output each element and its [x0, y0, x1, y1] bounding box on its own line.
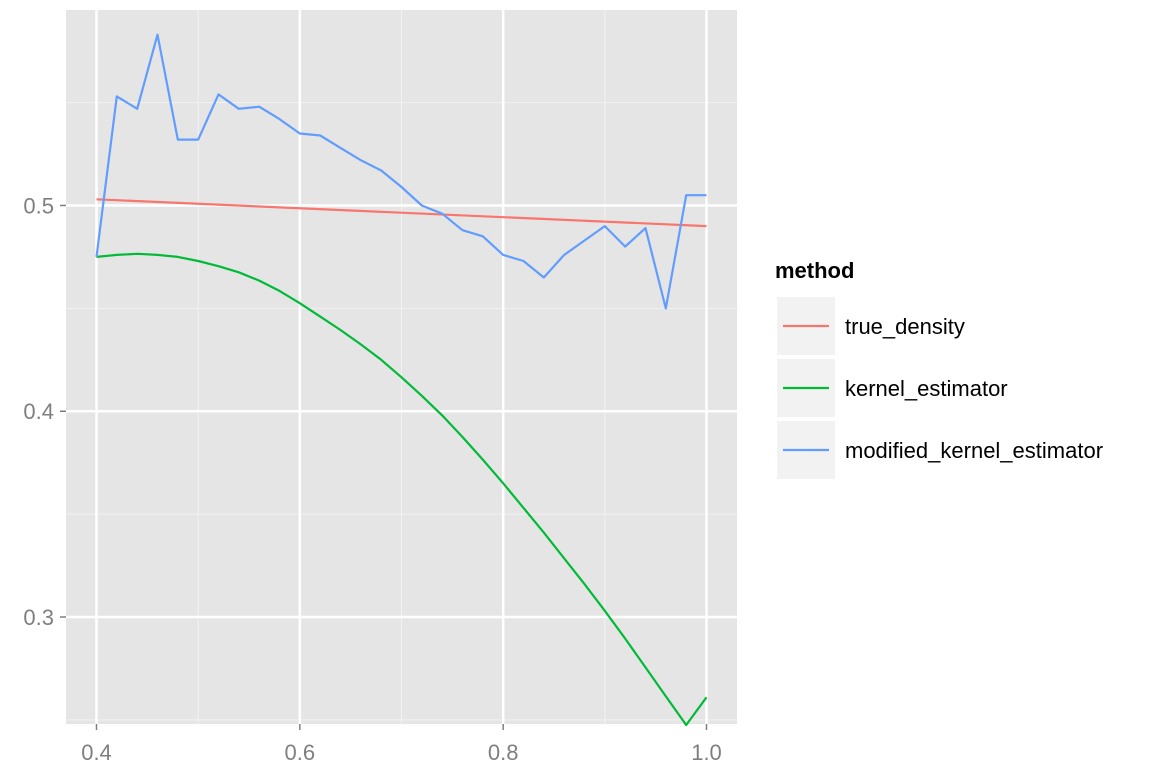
series-layer [95, 33, 708, 727]
legend-label: true_density [845, 314, 965, 339]
series-line-modified-kernel-estimator [95, 33, 707, 310]
y-tick-label: 0.5 [23, 193, 54, 218]
series-line-true-density [96, 198, 707, 228]
legend-title: method [775, 258, 854, 283]
x-tick-label: 0.8 [488, 740, 519, 765]
x-tick-label: 1.0 [691, 740, 722, 765]
legend-label: modified_kernel_estimator [845, 438, 1103, 463]
legend-label: kernel_estimator [845, 376, 1008, 401]
axis-layer: 0.4 0.6 0.8 1.0 0.3 0.4 0.5 [23, 193, 721, 765]
x-tick-label: 0.4 [81, 740, 112, 765]
x-tick-label: 0.6 [285, 740, 316, 765]
grid-layer [66, 10, 737, 724]
y-tick-label: 0.3 [23, 605, 54, 630]
series-line-kernel-estimator [96, 252, 708, 727]
y-tick-label: 0.4 [23, 399, 54, 424]
legend: method true_density kernel_estimatormodif… [775, 258, 1103, 479]
